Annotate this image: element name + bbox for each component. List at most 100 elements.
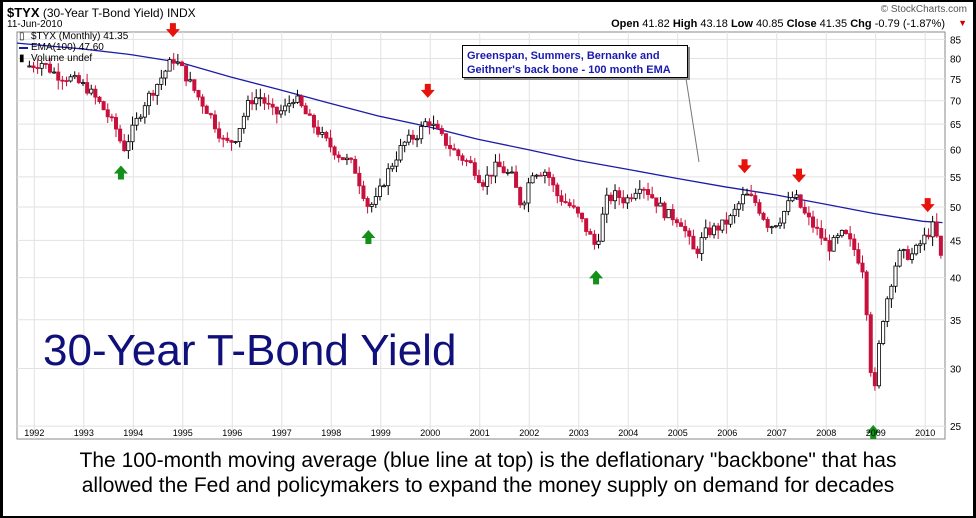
candle-body	[142, 105, 147, 118]
candle-body	[699, 237, 704, 254]
candle-body	[901, 249, 906, 251]
candle-body	[798, 194, 803, 208]
candle-body	[344, 157, 349, 161]
candle-body	[64, 80, 69, 82]
x-tick-label: 1997	[272, 428, 292, 438]
symbol-description: (30-Year T-Bond Yield)	[42, 6, 164, 20]
candle-body	[761, 212, 766, 220]
candle-body	[122, 140, 127, 152]
candle-body	[204, 105, 209, 114]
candle-body	[815, 226, 820, 229]
candle-body	[860, 262, 865, 273]
candle-body	[266, 102, 271, 105]
candle-body	[324, 131, 329, 139]
candle-body	[43, 63, 48, 65]
candle-body	[650, 194, 655, 199]
candle-body	[320, 131, 325, 135]
chart-symbol: $TYX (30-Year T-Bond Yield) INDX	[7, 5, 196, 20]
candle-body	[373, 196, 378, 205]
candle-body	[831, 237, 836, 252]
y-tick-label: 50	[950, 203, 962, 214]
candle-body	[823, 237, 828, 241]
candle-body	[489, 174, 494, 177]
candle-body	[229, 140, 234, 143]
candle-body	[250, 100, 255, 105]
candle-body	[877, 343, 882, 387]
y-tick-label: 85	[950, 35, 962, 46]
candle-body	[637, 188, 642, 194]
candle-body	[753, 195, 758, 203]
candle-body	[559, 195, 564, 202]
candle-body	[472, 162, 477, 176]
candle-body	[460, 155, 465, 161]
candle-body	[427, 121, 432, 126]
y-tick-label: 55	[950, 173, 962, 184]
candle-body	[509, 171, 514, 174]
candle-body	[188, 79, 193, 82]
x-axis-ticks: 1992 1993 1994 1995 1996 1997 1998 1999 2000 2001…	[24, 428, 935, 438]
candle-body	[109, 116, 114, 119]
candle-body	[621, 197, 626, 204]
candle-body	[683, 226, 688, 232]
legend-ema-label: EMA(100) 47.60	[31, 42, 104, 53]
candle-body	[184, 65, 189, 82]
candle-body	[419, 126, 424, 140]
candle-body	[365, 198, 370, 207]
candle-body	[291, 101, 296, 105]
candle-body	[794, 194, 799, 198]
legend-volume-label: Volume undef	[31, 53, 93, 64]
candle-body	[786, 200, 791, 212]
x-tick-label: 2005	[668, 428, 688, 438]
candle-body	[476, 175, 481, 183]
y-tick-label: 60	[950, 145, 962, 156]
candle-body	[889, 285, 894, 300]
x-tick-label: 2009	[866, 428, 886, 438]
x-tick-label: 2006	[717, 428, 737, 438]
green-up-arrow-icon	[113, 165, 128, 180]
candles	[27, 52, 943, 391]
candle-body	[518, 187, 523, 206]
high-label: High	[672, 18, 698, 30]
candle-body	[336, 154, 341, 158]
candle-body	[369, 203, 374, 207]
candle-body	[914, 244, 919, 255]
candle-body	[179, 61, 184, 67]
candle-body	[68, 76, 73, 82]
legend-volume: ▮ Volume undef	[19, 53, 128, 64]
chg-down-icon: ▼	[958, 18, 967, 28]
candle-body	[56, 71, 61, 81]
candle-body	[868, 314, 873, 373]
candle-body	[905, 249, 910, 260]
red-down-arrow-icon	[165, 23, 180, 38]
candle-body	[720, 219, 725, 231]
candle-body	[274, 106, 279, 115]
candle-body	[332, 146, 337, 156]
y-tick-label: 25	[950, 422, 962, 433]
candle-body	[307, 113, 312, 116]
candle-body	[212, 114, 217, 130]
candle-body	[728, 215, 733, 225]
candle-body	[930, 221, 935, 238]
x-tick-label: 2007	[767, 428, 787, 438]
candle-body	[872, 372, 877, 387]
candle-body	[101, 101, 106, 111]
candle-body	[76, 75, 81, 84]
x-tick-label: 1995	[173, 428, 193, 438]
candle-body	[303, 105, 308, 115]
candle-body	[167, 59, 172, 72]
candle-body	[674, 219, 679, 224]
candle-body	[687, 230, 692, 237]
volume-bars-icon: ▮	[19, 53, 25, 64]
candle-body	[481, 182, 486, 187]
close-value: 41.35	[819, 18, 848, 30]
close-label: Close	[786, 18, 817, 30]
chg-value: -0.79 (-1.87%)	[874, 18, 945, 30]
y-axis-ticks: 25 30 35 40 45 50 55 60 65 70 75 80 85	[950, 35, 962, 433]
candle-body	[138, 116, 143, 119]
x-tick-label: 2002	[519, 428, 539, 438]
candle-body	[703, 227, 708, 239]
candle-body	[712, 225, 717, 236]
candle-body	[505, 171, 510, 174]
candle-body	[452, 148, 457, 151]
candle-body	[316, 126, 321, 135]
